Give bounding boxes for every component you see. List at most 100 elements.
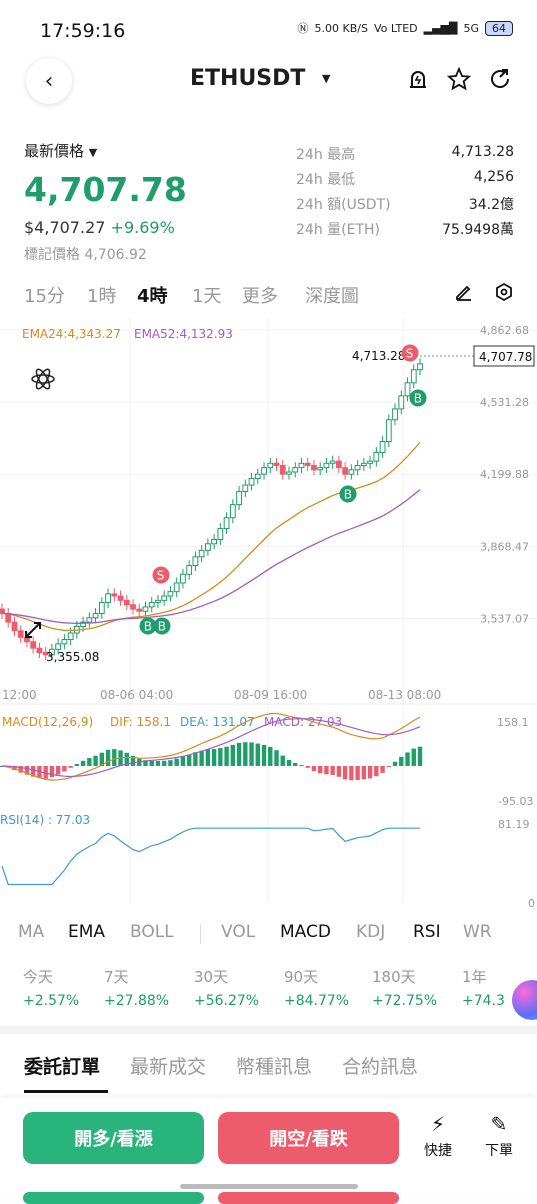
latest-price-label[interactable]: 最新價格 ▼	[24, 142, 98, 160]
ind-ma[interactable]: MA	[18, 922, 45, 942]
price-chart[interactable]: 4,862.68 4,531.28 4,199.88 3,868.47 3,537.07…	[0, 318, 537, 908]
macd-bar	[155, 761, 161, 766]
candle-body	[379, 441, 386, 453]
sell-signal	[152, 566, 170, 584]
chevron-down-icon: ▼	[88, 146, 98, 159]
macd-bar	[280, 755, 285, 766]
tab-coin-info[interactable]: 幣種訊息	[236, 1056, 313, 1078]
candle-body	[292, 467, 299, 473]
ind-ema[interactable]: EMA	[68, 922, 106, 942]
macd-bar	[342, 765, 348, 780]
macd-label: MACD(12,26,9)	[2, 715, 93, 729]
timeframe-bar: 15分 1時 4時 1天 更多 深度圖	[0, 280, 537, 308]
quick-button[interactable]: ⚡︎ 快捷	[418, 1112, 458, 1160]
macd-value: MACD: 27.03	[264, 715, 342, 729]
chevron-down-icon[interactable]: ▼	[322, 72, 331, 85]
ind-wr[interactable]: WR	[463, 922, 492, 942]
candle-body	[204, 543, 211, 551]
tab-contract-info[interactable]: 合約訊息	[342, 1056, 419, 1078]
macd-bar	[49, 765, 55, 778]
ind-kdj[interactable]: KDJ	[356, 922, 386, 942]
tab-1h[interactable]: 1時	[87, 286, 117, 307]
candle-body	[198, 549, 205, 558]
macd-bar	[249, 742, 254, 766]
perf-item: 90天 +84.77%	[284, 968, 350, 1009]
macd-bar	[68, 765, 73, 768]
star-icon[interactable]	[446, 66, 472, 92]
macd-bar	[236, 742, 242, 766]
usd-price-row: $4,707.27 +9.69%	[24, 218, 175, 237]
settings-icon[interactable]	[494, 282, 514, 306]
candle-body	[323, 462, 330, 469]
macd-bar	[174, 758, 179, 766]
candle-body	[267, 462, 274, 469]
candle-body	[217, 528, 224, 540]
candle-body	[123, 599, 130, 606]
candle-body	[286, 471, 292, 475]
macd-bar	[193, 752, 198, 766]
candle-body	[55, 643, 62, 650]
assistant-bubble-icon[interactable]	[512, 980, 537, 1020]
macd-bar	[392, 761, 398, 766]
candle-body	[261, 467, 267, 475]
candle-body	[298, 462, 305, 469]
macd-bar	[349, 765, 354, 781]
macd-bar	[224, 746, 229, 766]
open-long-button[interactable]: 開多/看漲	[23, 1112, 204, 1164]
macd-bar	[205, 749, 211, 766]
share-icon[interactable]	[487, 66, 513, 92]
tab-depth[interactable]: 深度圖	[305, 286, 359, 307]
net-speed: 5.00 KB/S	[314, 21, 368, 35]
ind-vol[interactable]: VOL	[221, 922, 256, 942]
candle-body	[392, 408, 398, 421]
rsi-line	[1, 827, 420, 886]
symbol-title[interactable]: ETHUSDT	[190, 66, 306, 91]
macd-top: 158.1	[497, 716, 529, 729]
candle-body	[130, 604, 136, 610]
high-label: 4,713.28	[352, 349, 405, 363]
ind-macd[interactable]: MACD	[280, 922, 331, 942]
back-button[interactable]: ‹	[26, 58, 72, 104]
macd-bar	[405, 752, 410, 766]
macd-bar	[274, 750, 279, 766]
macd-bar	[386, 765, 392, 767]
divider	[200, 924, 201, 944]
order-button[interactable]: ✎ 下單	[479, 1112, 519, 1160]
macd-bar	[168, 760, 173, 766]
macd-bar	[211, 749, 217, 766]
stat-row: 24h 最低 4,256	[296, 169, 514, 188]
tab-4h[interactable]: 4時	[137, 286, 168, 307]
candles	[0, 358, 423, 661]
macd-bar	[374, 765, 379, 777]
candle-body	[229, 504, 236, 519]
ind-boll[interactable]: BOLL	[130, 922, 174, 942]
pen-icon: ✎	[490, 1112, 508, 1136]
ema52-label: EMA52:4,132.93	[134, 327, 233, 341]
tab-15m[interactable]: 15分	[24, 286, 65, 307]
ind-rsi[interactable]: RSI	[413, 922, 441, 942]
candle-body	[273, 462, 280, 466]
price-panel: 最新價格 ▼ 4,707.78 $4,707.27 +9.69% 標記價格 4,…	[24, 140, 534, 270]
open-short-button[interactable]: 開空/看跌	[218, 1112, 399, 1164]
section-divider	[0, 1026, 537, 1034]
tab-orders[interactable]: 委託訂單	[24, 1056, 101, 1078]
macd-bar	[305, 765, 310, 768]
alert-icon[interactable]	[405, 66, 431, 92]
tab-trades[interactable]: 最新成交	[130, 1056, 207, 1078]
macd-dea: DEA: 131.07	[180, 715, 255, 729]
candle-body	[67, 632, 74, 641]
candle-body	[155, 599, 161, 604]
ema24-label: EMA24:4,343.27	[22, 327, 121, 341]
pen-icon[interactable]	[454, 282, 474, 306]
macd-bar	[87, 758, 92, 766]
tab-1d[interactable]: 1天	[192, 286, 222, 307]
x-tick: 12:00	[2, 688, 37, 702]
candle-body	[354, 464, 361, 471]
tab-more[interactable]: 更多	[242, 286, 278, 307]
action-bar: 開多/看漲 開空/看跌 ⚡︎ 快捷 ✎ 下單	[0, 1098, 537, 1204]
candle-body	[42, 652, 49, 656]
macd-bar	[367, 765, 373, 779]
macd-bar	[417, 746, 423, 766]
bottom-tabs: 委託訂單 最新成交 幣種訊息 合約訊息	[0, 1050, 537, 1094]
candle-body	[242, 484, 249, 493]
